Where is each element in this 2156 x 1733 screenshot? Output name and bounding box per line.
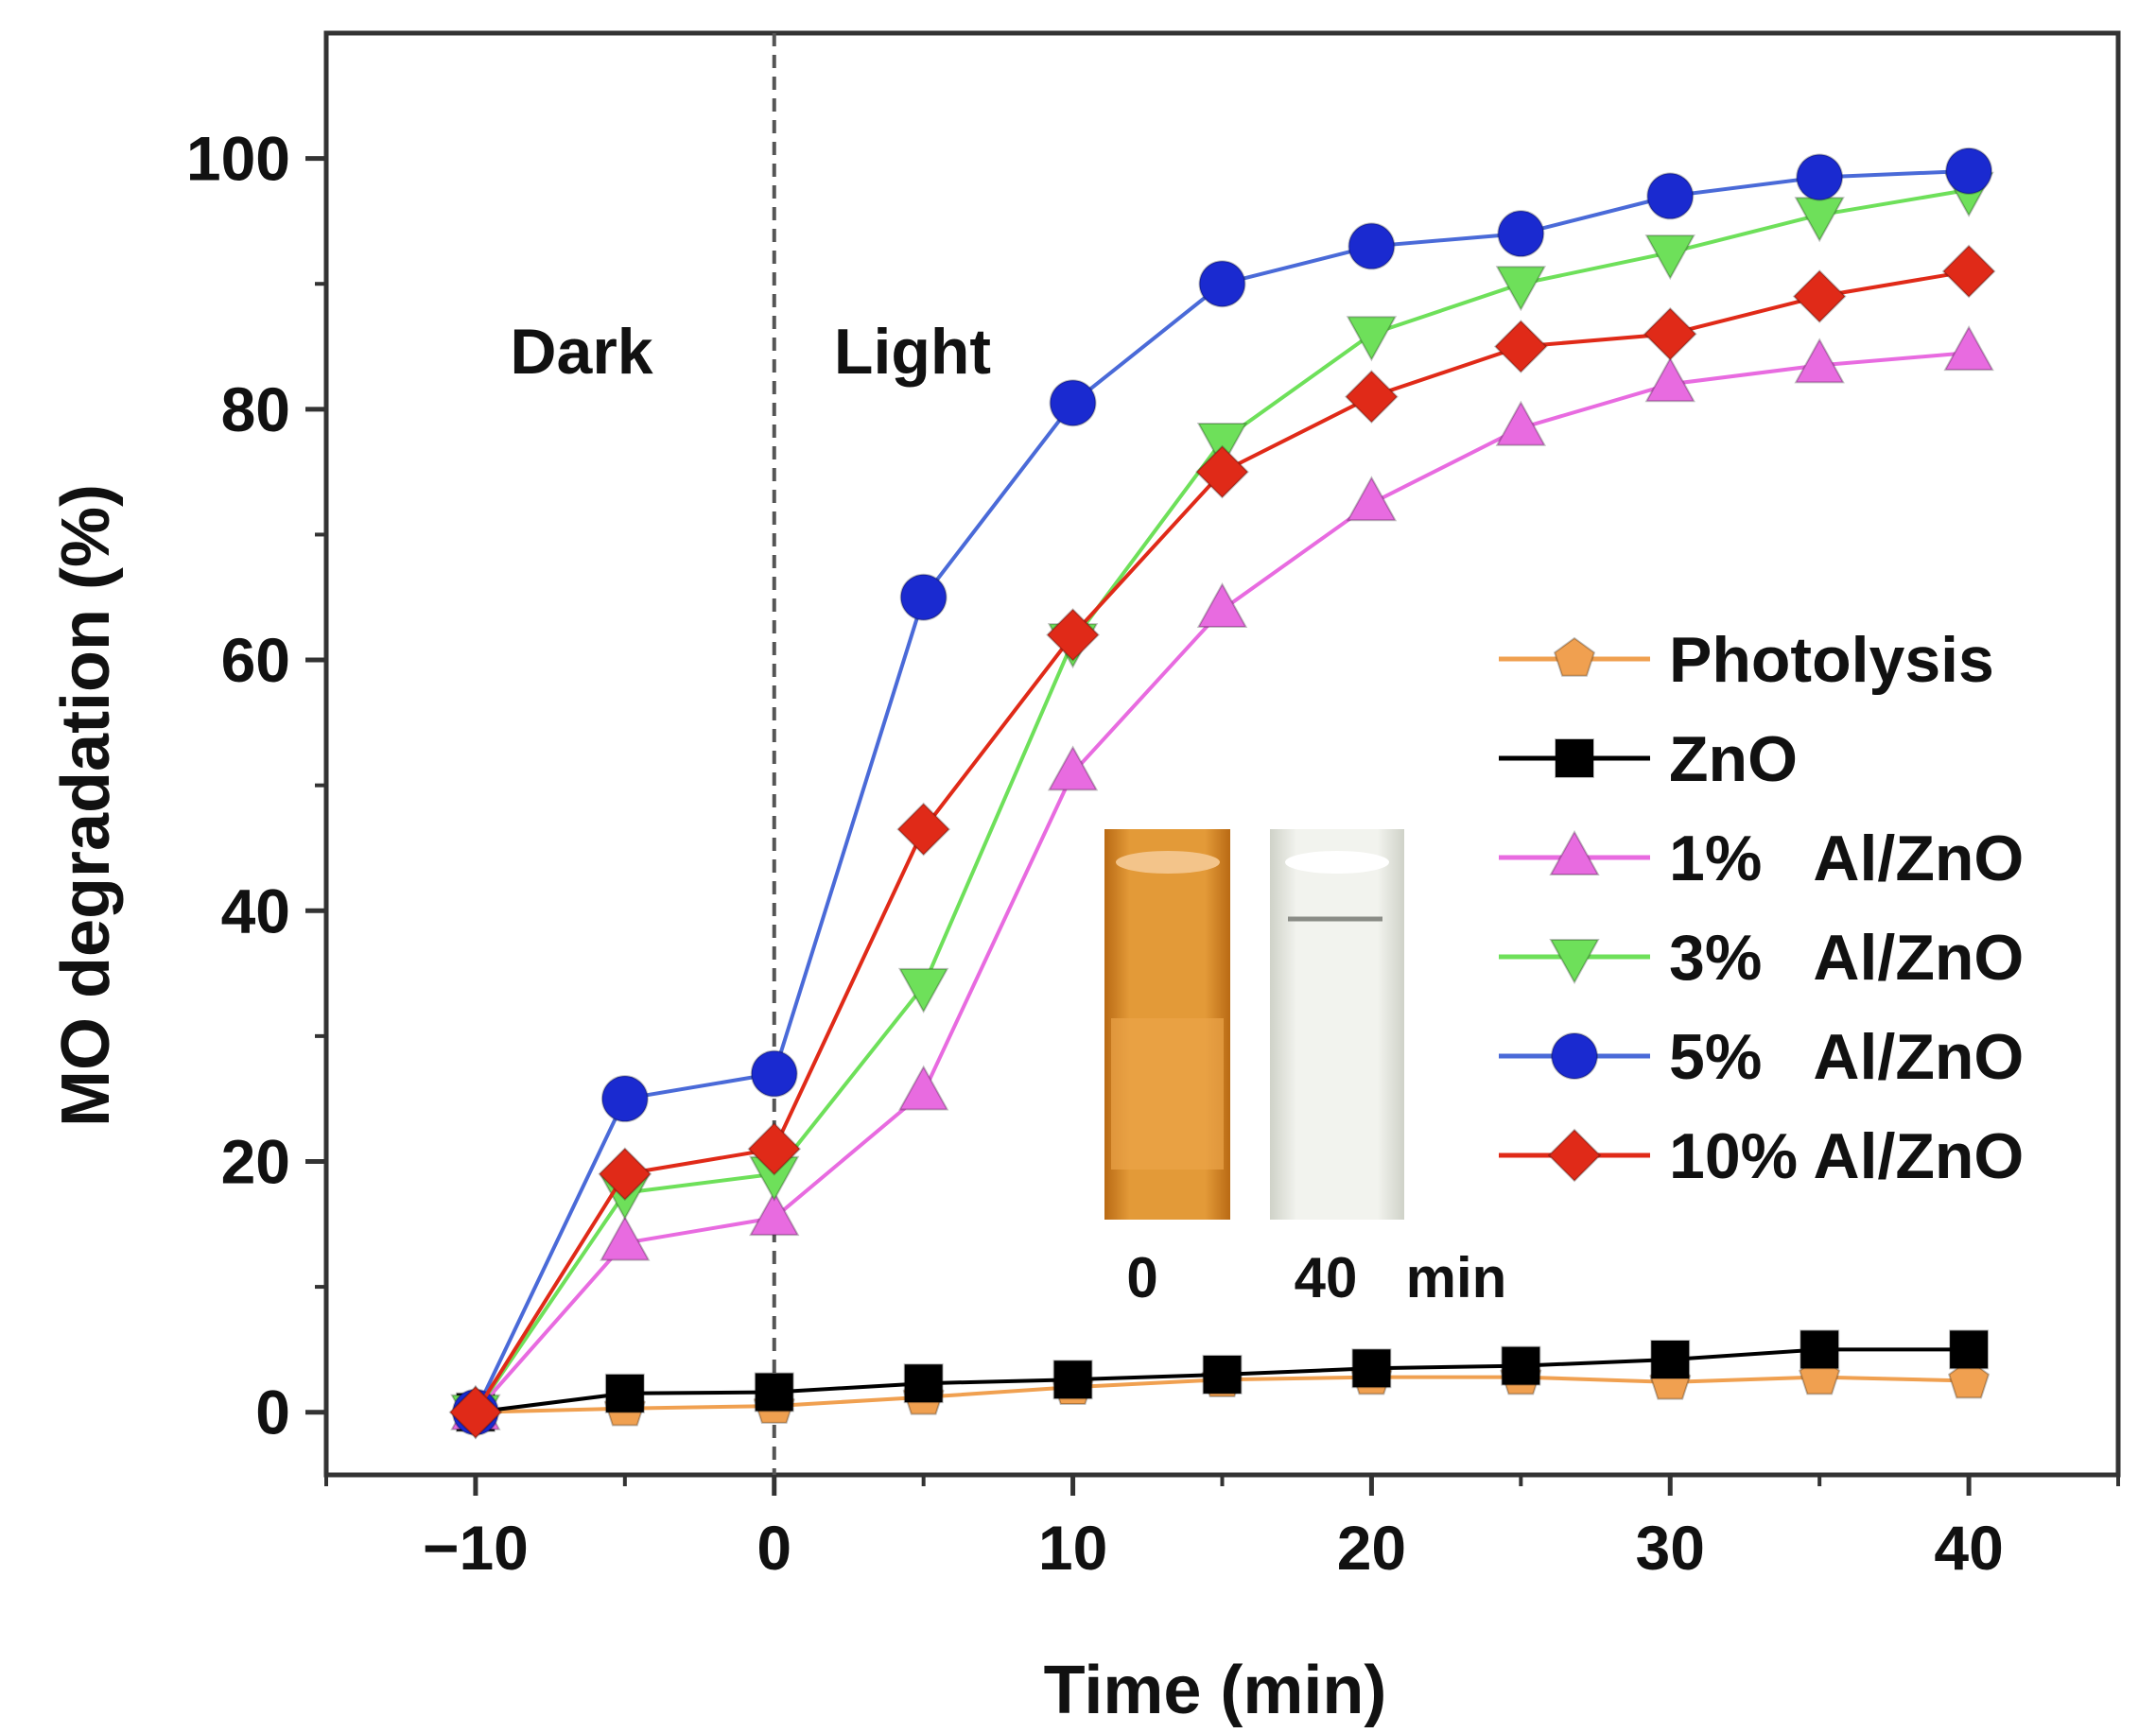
data-point — [1195, 444, 1249, 499]
data-point — [1796, 153, 1844, 201]
x-tick-label: 30 — [1636, 1513, 1705, 1583]
data-point — [1501, 1345, 1541, 1386]
data-point — [448, 1385, 503, 1440]
data-point — [1049, 379, 1097, 427]
data-point — [1644, 356, 1695, 403]
legend-marker — [1551, 1032, 1598, 1080]
y-tick-label: 0 — [255, 1378, 290, 1447]
legend: Photolysis ZnO 1% Al/ZnO 3% Al/ZnO 5% Al/ZnO… — [1499, 624, 2024, 1192]
legend-item: 5% Al/ZnO — [1499, 1021, 2024, 1093]
x-tick-label: −10 — [423, 1513, 529, 1583]
legend-label: 10% Al/ZnO — [1669, 1120, 2024, 1192]
series-3 — [450, 171, 1994, 1440]
x-tick-label: 10 — [1038, 1513, 1107, 1583]
inset-time-0: 0 — [1126, 1246, 1157, 1309]
inset-photo: 0 40 min — [1104, 829, 1506, 1309]
data-point — [1943, 325, 1994, 372]
series-4 — [451, 147, 1993, 1436]
dark-region-label: Dark — [510, 316, 652, 388]
x-axis-title: Time (min) — [1044, 1653, 1387, 1728]
data-point — [1196, 581, 1248, 628]
data-point — [1947, 1359, 1991, 1399]
data-point — [749, 1190, 800, 1237]
data-point — [896, 802, 951, 857]
x-axis-ticks: −10 0 10 20 30 40 — [324, 1475, 2120, 1583]
cuvette-before-liquid-band — [1111, 1018, 1224, 1170]
legend-label: Photolysis — [1669, 624, 1994, 696]
y-tick-label: 40 — [221, 875, 290, 945]
data-point — [1495, 400, 1547, 446]
data-point — [750, 1049, 798, 1098]
data-point — [1643, 306, 1697, 361]
data-point — [1046, 608, 1100, 662]
data-point — [1945, 147, 1993, 195]
data-point — [747, 1121, 802, 1176]
data-point — [754, 1372, 794, 1412]
legend-item: 10% Al/ZnO — [1499, 1120, 2024, 1192]
legend-marker — [1549, 829, 1600, 875]
y-tick-label: 80 — [221, 374, 290, 444]
x-tick-label: 20 — [1337, 1513, 1406, 1583]
data-point — [903, 1363, 944, 1404]
data-point — [604, 1373, 645, 1413]
data-point — [1644, 234, 1695, 281]
data-point — [1202, 1354, 1243, 1395]
legend-label: 3% Al/ZnO — [1669, 922, 2024, 994]
data-point — [1198, 260, 1246, 308]
data-point — [600, 1215, 651, 1261]
cuvette-before-meniscus — [1116, 851, 1220, 874]
legend-item: 1% Al/ZnO — [1499, 823, 2024, 894]
data-point — [600, 1075, 649, 1123]
cuvette-after — [1270, 829, 1404, 1220]
series-1 — [455, 1329, 1990, 1432]
data-point — [1800, 1329, 1840, 1370]
y-axis-ticks: 0 20 40 60 80 100 — [186, 124, 326, 1447]
x-tick-label: 0 — [756, 1513, 791, 1583]
series-layer — [448, 147, 1996, 1440]
legend-label: 1% Al/ZnO — [1669, 823, 2024, 894]
data-point — [1196, 422, 1248, 469]
data-point — [1348, 222, 1396, 270]
legend-item: ZnO — [1499, 723, 1798, 795]
data-point — [1792, 269, 1847, 323]
cuvette-after-top — [1285, 851, 1389, 874]
legend-marker — [1555, 738, 1594, 778]
legend-label: 5% Al/ZnO — [1669, 1021, 2024, 1093]
legend-item: 3% Al/ZnO — [1499, 922, 2024, 994]
y-tick-label: 20 — [221, 1126, 290, 1196]
y-tick-label: 100 — [186, 124, 290, 194]
y-axis-title: MO degradation (%) — [48, 484, 124, 1127]
data-point — [899, 573, 948, 621]
y-tick-label: 60 — [221, 625, 290, 695]
data-point — [1351, 1348, 1392, 1389]
data-point — [897, 1065, 949, 1111]
inset-time-40: 40 — [1295, 1246, 1358, 1309]
data-point — [1346, 316, 1398, 362]
data-point — [897, 967, 949, 1014]
data-point — [1650, 1340, 1691, 1379]
data-point — [1941, 244, 1996, 299]
data-point — [1346, 476, 1398, 522]
data-point — [1497, 210, 1545, 258]
data-point — [1493, 320, 1548, 373]
data-point — [1646, 172, 1695, 220]
series-5 — [448, 244, 1996, 1440]
legend-marker — [1547, 1128, 1602, 1183]
plot-frame — [323, 30, 2121, 1478]
data-point — [1495, 266, 1547, 312]
data-point — [1047, 745, 1099, 791]
data-point — [1949, 1329, 1990, 1370]
data-point — [598, 1147, 652, 1202]
light-region-label: Light — [834, 316, 991, 388]
legend-label: ZnO — [1669, 723, 1798, 795]
legend-marker — [1549, 939, 1600, 985]
x-tick-label: 40 — [1934, 1513, 2003, 1583]
data-point — [1794, 338, 1845, 384]
legend-item: Photolysis — [1499, 624, 1994, 696]
inset-unit: min — [1406, 1246, 1507, 1309]
data-point — [1345, 370, 1399, 424]
legend-marker — [1553, 636, 1596, 677]
data-point — [1052, 1360, 1093, 1400]
